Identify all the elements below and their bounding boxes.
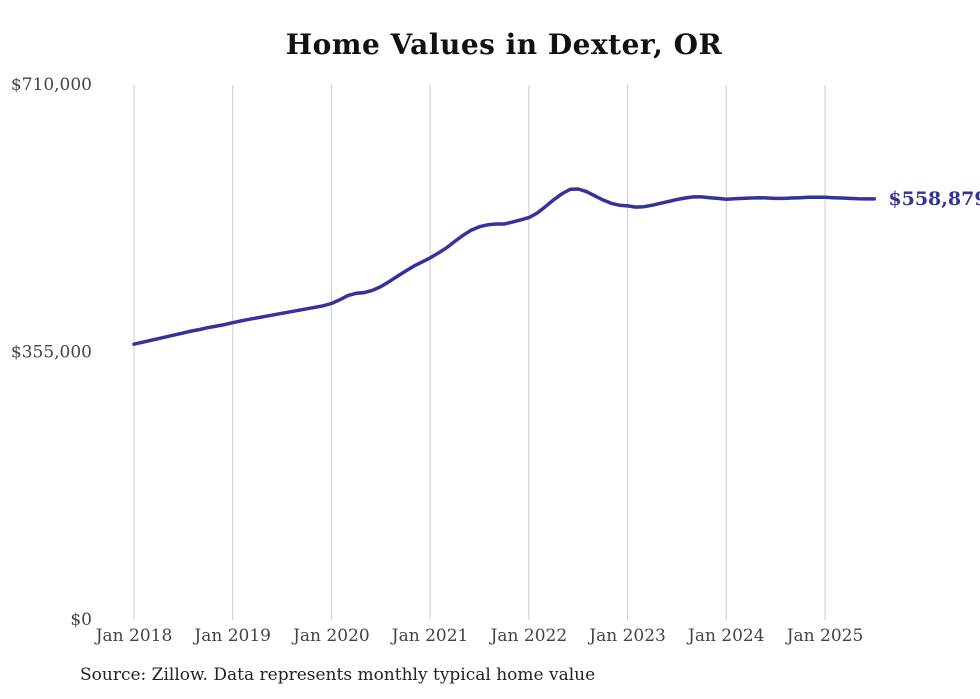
x-axis-label-jan-2018: Jan 2018	[94, 626, 173, 646]
home-values-line-chart: $0 $355,000 $710,000 Jan 2018 Jan 2019 Jan 20…	[11, 75, 980, 646]
chart-title: Home Values in Dexter, OR	[285, 28, 723, 61]
home-value-line-series	[132, 187, 877, 346]
x-axis-label-jan-2021: Jan 2021	[390, 626, 469, 646]
x-axis-label-jan-2022: Jan 2022	[489, 626, 568, 646]
source-note: Source: Zillow. Data represents monthly …	[80, 665, 596, 685]
latest-value-label: $558,879	[888, 188, 980, 210]
y-axis-label-355000: $355,000	[11, 343, 92, 363]
y-axis-label-710000: $710,000	[11, 75, 92, 95]
x-axis-label-jan-2020: Jan 2020	[291, 626, 370, 646]
x-axis-label-jan-2025: Jan 2025	[785, 626, 864, 646]
x-axis-label-jan-2019: Jan 2019	[192, 626, 271, 646]
x-axis-label-jan-2024: Jan 2024	[686, 626, 765, 646]
y-axis-label-0: $0	[70, 610, 92, 630]
x-axis-label-jan-2023: Jan 2023	[587, 626, 666, 646]
